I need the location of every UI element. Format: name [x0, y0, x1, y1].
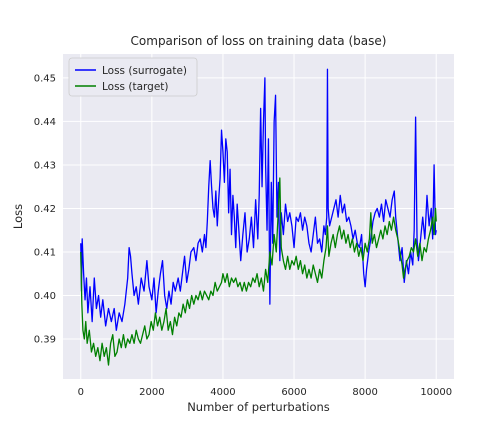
x-tick-label: 10000: [420, 387, 452, 398]
legend-label-target: Loss (target): [102, 81, 169, 93]
chart-title: Comparison of loss on training data (bas…: [131, 34, 387, 48]
legend: Loss (surrogate) Loss (target): [68, 57, 198, 97]
legend-box: [68, 57, 198, 97]
y-axis-title: Loss: [11, 204, 25, 229]
y-tick-label: 0.41: [34, 247, 56, 258]
x-tick-label: 6000: [281, 387, 306, 398]
series-layer: [80, 68, 437, 366]
y-tick-label: 0.43: [34, 160, 56, 171]
y-tick-label: 0.42: [34, 204, 56, 215]
x-tick-label: 4000: [210, 387, 235, 398]
legend-label-surrogate: Loss (surrogate): [102, 65, 187, 77]
y-tick-label: 0.44: [34, 117, 56, 128]
tick-labels: 0 2000 4000 6000 8000 10000 0.39 0.40 0.41 0.42 0.…: [34, 73, 452, 398]
x-tick-label: 0: [78, 387, 84, 398]
x-tick-label: 2000: [139, 387, 164, 398]
series-line-target: [80, 177, 437, 366]
y-tick-label: 0.45: [34, 73, 56, 84]
x-axis-title: Number of perturbations: [187, 400, 330, 414]
series-line-surrogate: [80, 68, 437, 331]
y-tick-label: 0.40: [34, 291, 56, 302]
x-tick-label: 8000: [352, 387, 377, 398]
y-tick-label: 0.39: [34, 334, 56, 345]
